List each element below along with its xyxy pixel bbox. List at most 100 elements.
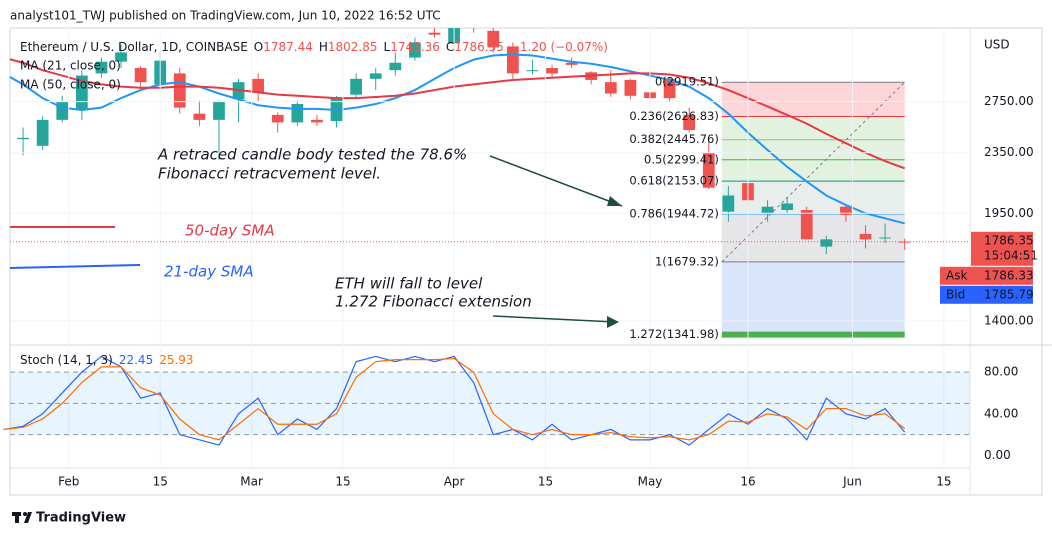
fib-label: 0.786(1944.72) <box>629 207 718 221</box>
fib-trend-line <box>721 81 906 263</box>
candle-body <box>56 101 69 120</box>
candle-body <box>193 113 206 120</box>
fib-band <box>721 261 905 335</box>
candle-body <box>134 68 147 83</box>
price-tag-value: 1786.35 <box>984 233 1034 247</box>
chart-frame <box>9 27 1043 496</box>
candle-body <box>369 73 382 79</box>
ohlc-value: 1786.35 <box>454 40 504 54</box>
ohlc-letter: C <box>446 40 454 54</box>
x-tick-label: 15 <box>335 475 350 489</box>
bid-tag <box>971 285 1033 304</box>
annotation: 21-day SMA <box>164 263 254 281</box>
candle-body <box>95 61 108 74</box>
candle-body <box>761 206 774 214</box>
fib-label: 0.236(2626.83) <box>629 109 718 123</box>
stoch-pane <box>3 355 970 446</box>
candle-body <box>565 62 578 65</box>
legend-entry: MA (50, close, 0) <box>20 78 121 92</box>
candle-body <box>722 195 735 212</box>
ask-tag <box>971 266 1033 285</box>
countdown: 15:04:51 <box>984 248 1038 262</box>
candle-body <box>546 68 558 74</box>
ask-value: 1786.33 <box>984 268 1034 282</box>
y-tick-label: 1400.00 <box>984 313 1034 327</box>
annotation: 1.272 Fibonacci extension <box>335 293 532 311</box>
stoch-value: 22.45 <box>119 353 153 367</box>
y-tick-label: 40.00 <box>984 406 1018 420</box>
bid-tag-label <box>940 285 971 304</box>
candle-body <box>663 78 676 99</box>
stoch-line <box>3 357 906 441</box>
candle-body <box>311 119 323 123</box>
stoch-legend: Stoch (14, 1, 3) 22.45 25.93 <box>20 353 194 367</box>
candle-body <box>389 62 402 71</box>
y-tick-label: 2750.00 <box>984 94 1034 108</box>
candle-body <box>781 203 794 210</box>
candle-body <box>800 209 813 240</box>
ask-tag-label <box>940 266 971 285</box>
ohlc-letter: O <box>254 40 263 54</box>
arrow-head <box>607 316 619 328</box>
candle-body <box>252 78 265 93</box>
arrow-head <box>607 196 622 206</box>
brand-logo <box>12 512 32 523</box>
y-tick-label: 1950.00 <box>984 206 1034 220</box>
candle-body <box>604 82 617 94</box>
x-tick-label: 15 <box>936 475 951 489</box>
fib-label: 0.618(2153.07) <box>629 174 718 188</box>
fib-label: 1(1679.32) <box>655 254 719 268</box>
candle-body <box>173 73 186 108</box>
currency-label: USD <box>984 38 1010 52</box>
legend-entry: MA (21, close, 0) <box>20 59 121 73</box>
bid-value: 1785.79 <box>984 287 1034 301</box>
x-tick-label: Apr <box>444 475 465 489</box>
candle-body <box>820 239 833 247</box>
candle-body <box>17 137 29 140</box>
annotation: Fibonacci retracvement level. <box>158 165 381 183</box>
annotation: 50-day SMA <box>185 222 275 240</box>
candle-body <box>350 78 362 95</box>
price-plot <box>10 28 911 338</box>
change: −1.20 (−0.07%) <box>510 40 608 54</box>
candle-body <box>683 114 696 131</box>
candle-body <box>75 75 88 111</box>
fib-band <box>721 159 905 182</box>
candle-body <box>702 152 715 188</box>
candle-body <box>271 114 284 123</box>
fib-label: 0.382(2445.76) <box>629 132 718 146</box>
symbol-title: Ethereum / U.S. Dollar, 1D, COINBASE <box>20 40 248 54</box>
bid-label: Bid <box>946 287 965 301</box>
candle-body <box>879 237 891 239</box>
candle-body <box>428 32 441 35</box>
candle-body <box>487 30 500 48</box>
ohlc-value: 1802.85 <box>328 40 378 54</box>
candle-body <box>624 79 637 96</box>
x-tick-label: Feb <box>58 475 79 489</box>
price-legend: Ethereum / U.S. Dollar, 1D, COINBASE O 178… <box>20 40 608 54</box>
stoch-title: Stoch (14, 1, 3) <box>20 353 113 367</box>
candle-body <box>36 119 49 146</box>
legend-swatch <box>9 264 141 269</box>
ohlc-value: 1743.36 <box>390 40 440 54</box>
candle-body <box>115 52 127 62</box>
y-tick-label: 2350.00 <box>984 145 1034 159</box>
brand-name: TradingView <box>36 511 126 526</box>
x-tick-label: May <box>638 475 663 489</box>
x-tick-label: 15 <box>538 475 553 489</box>
arrow <box>489 155 623 207</box>
annotation: ETH will fall to level <box>335 275 483 293</box>
fib-label: 0(2919.51) <box>655 75 719 89</box>
price-tag <box>971 231 1033 266</box>
candle-body <box>840 206 852 215</box>
candle-body <box>291 104 304 123</box>
x-tick-label: Jun <box>842 475 862 489</box>
ohlc-letter: L <box>384 40 391 54</box>
annotation: A retraced candle body tested the 78.6% <box>157 146 467 164</box>
y-tick-label: 0.00 <box>984 448 1011 462</box>
x-tick-label: 16 <box>740 475 755 489</box>
fib-band <box>721 214 905 262</box>
price-pane: 0(2919.51) 0.236(2626.83) 0.382(2445.76) 0.… <box>10 28 970 468</box>
candle-body <box>859 233 872 240</box>
